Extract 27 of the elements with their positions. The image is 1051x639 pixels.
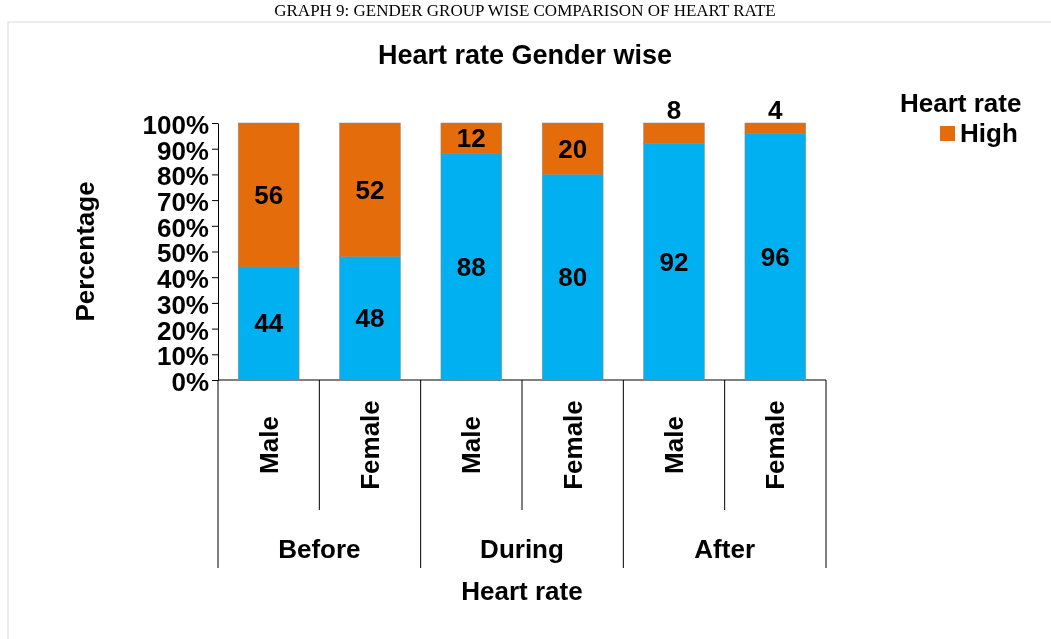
data-label: 92 bbox=[659, 246, 689, 277]
legend-label: High bbox=[960, 118, 1018, 148]
x-tick-label: Female bbox=[557, 400, 588, 490]
text: During bbox=[480, 534, 564, 564]
x-tick-label: Male bbox=[253, 416, 284, 474]
chart-title: Heart rate Gender wise bbox=[377, 40, 673, 70]
data-label: 44 bbox=[254, 308, 284, 339]
text: After bbox=[694, 534, 755, 564]
data-label: 96 bbox=[760, 241, 790, 272]
x-tick-label: Female bbox=[355, 400, 385, 490]
legend-title: Heart rate bbox=[900, 88, 1022, 118]
x-axis-title: Heart rate bbox=[461, 576, 583, 606]
data-label: 20 bbox=[558, 133, 588, 164]
x-tick-label: Male bbox=[659, 416, 689, 474]
data-label: 52 bbox=[355, 174, 385, 205]
caption: GRAPH 9: GENDER GROUP WISE COMPARISON OF HEART RATE bbox=[274, 1, 776, 20]
x-tick-label: Male bbox=[456, 416, 487, 474]
data-label: 12 bbox=[456, 123, 486, 154]
x-tick-label: Female bbox=[760, 400, 791, 490]
data-label: 8 bbox=[666, 95, 682, 125]
data-label: 4 bbox=[768, 95, 784, 125]
data-label: 56 bbox=[254, 179, 284, 210]
data-label: 88 bbox=[456, 251, 486, 282]
text: Before bbox=[278, 534, 361, 564]
data-label: 80 bbox=[558, 262, 588, 293]
y-axis-title: Percentage bbox=[70, 181, 100, 322]
data-label: 48 bbox=[355, 303, 385, 334]
